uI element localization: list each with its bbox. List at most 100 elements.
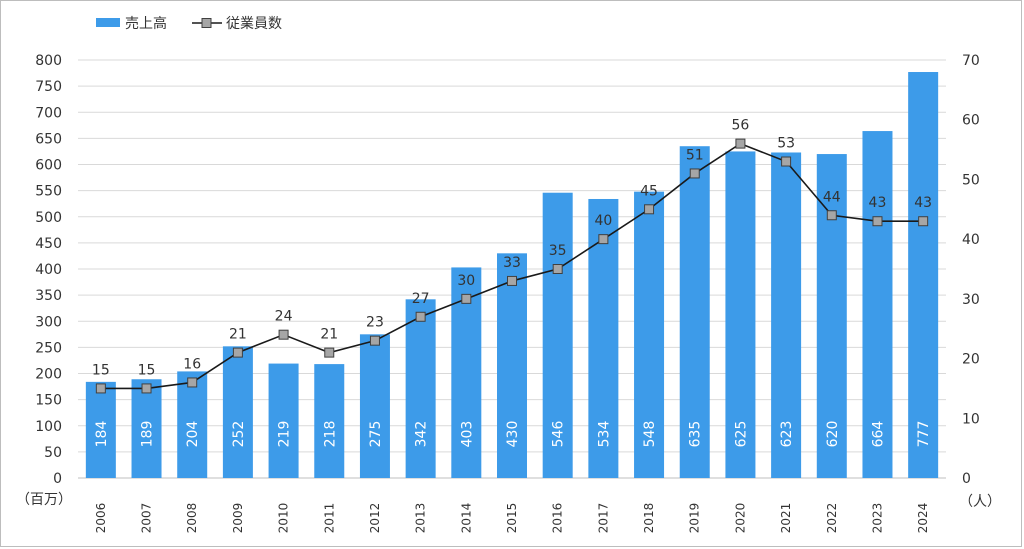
y-left-tick-label: 450 <box>35 236 62 252</box>
x-tick-label: 2019 <box>688 503 702 534</box>
y-left-tick-label: 800 <box>35 53 62 69</box>
y-right-tick-label: 30 <box>962 292 980 308</box>
employee-point <box>232 347 243 358</box>
y-right-tick-label: 20 <box>962 352 980 368</box>
bar <box>679 146 710 478</box>
y-right-tick-label: 50 <box>962 172 980 188</box>
bar-value-label: 635 <box>688 421 704 448</box>
employee-value-label: 33 <box>503 255 521 271</box>
y-left-tick-label: 50 <box>44 445 62 461</box>
employee-value-label: 45 <box>640 183 658 199</box>
y-left-tick-label: 500 <box>35 210 62 226</box>
y-left-tick-label: 250 <box>35 340 62 356</box>
employee-point <box>95 383 106 394</box>
employee-value-label: 21 <box>320 327 338 343</box>
y-left-tick-label: 300 <box>35 314 62 330</box>
employee-point <box>324 347 335 358</box>
employee-value-label: 15 <box>92 362 110 378</box>
legend-bar-swatch <box>96 18 120 27</box>
employee-point <box>461 293 472 304</box>
bar-value-label: 777 <box>916 421 932 448</box>
employee-value-label: 35 <box>549 243 567 259</box>
x-tick-label: 2015 <box>505 503 519 534</box>
legend: 売上高 従業員数 <box>96 15 282 32</box>
y-left-tick-label: 550 <box>35 184 62 200</box>
y-right-tick-label: 10 <box>962 411 980 427</box>
x-tick-label: 2008 <box>185 503 199 534</box>
bar-value-label: 184 <box>94 421 110 448</box>
employee-value-label: 16 <box>183 356 201 372</box>
employee-value-label: 43 <box>869 195 887 211</box>
x-tick-label: 2007 <box>140 503 154 534</box>
bar-value-label: 342 <box>414 421 430 448</box>
bar-value-label: 403 <box>459 421 475 448</box>
x-tick-label: 2018 <box>642 503 656 534</box>
y-left-tick-label: 200 <box>35 367 62 383</box>
left-axis: 0 50 100 150 200 250 300 350 400 450 500 550 600 650 7… <box>16 53 72 508</box>
y-left-unit-label: （百万） <box>16 492 72 508</box>
y-left-tick-label: 350 <box>35 288 62 304</box>
y-right-tick-label: 0 <box>962 471 971 487</box>
bar <box>85 381 116 478</box>
employee-point <box>781 156 792 167</box>
employee-point <box>369 335 380 346</box>
bar-value-label: 275 <box>368 421 384 448</box>
employee-point <box>278 329 289 340</box>
x-tick-label: 2016 <box>551 503 565 534</box>
bar-value-label: 546 <box>551 421 567 448</box>
y-right-tick-label: 60 <box>962 113 980 129</box>
y-right-tick-label: 70 <box>962 53 980 69</box>
x-tick-label: 2013 <box>414 503 428 534</box>
employee-point <box>415 311 426 322</box>
employee-value-label: 53 <box>777 136 795 152</box>
legend-label-employees: 従業員数 <box>226 16 282 32</box>
right-axis: 0 10 20 30 40 50 60 70 （人） <box>959 53 1001 510</box>
bar <box>268 363 299 478</box>
bar-value-label: 219 <box>277 421 293 448</box>
y-left-tick-label: 700 <box>35 105 62 121</box>
y-right-unit-label: （人） <box>959 494 1001 510</box>
legend-label-sales: 売上高 <box>125 15 167 32</box>
bar <box>634 191 665 479</box>
x-axis: 2006 2007 2008 2009 2010 2011 2012 2013 2014 2015… <box>94 503 930 534</box>
bar <box>359 334 390 478</box>
employee-value-label: 24 <box>275 309 293 325</box>
employee-line <box>95 138 929 394</box>
x-tick-label: 2024 <box>916 503 930 534</box>
bar <box>725 151 756 478</box>
bar <box>908 72 939 478</box>
employee-point <box>735 138 746 149</box>
y-left-tick-label: 100 <box>35 419 62 435</box>
employee-value-label: 56 <box>732 118 750 134</box>
bar-value-label: 252 <box>231 421 247 448</box>
bar <box>542 192 573 478</box>
x-tick-label: 2012 <box>368 503 382 534</box>
employee-value-label: 40 <box>594 213 612 229</box>
bar <box>497 253 527 478</box>
employee-value-label: 23 <box>366 315 384 331</box>
bar-value-label: 218 <box>322 421 338 448</box>
bar <box>405 299 436 478</box>
employee-value-label: 15 <box>138 362 156 378</box>
employee-value-label: 30 <box>457 273 475 289</box>
bar-value-label: 430 <box>505 421 521 448</box>
y-left-tick-label: 650 <box>35 131 62 147</box>
x-tick-label: 2017 <box>596 503 610 534</box>
y-left-tick-label: 750 <box>35 79 62 95</box>
employee-point <box>826 210 837 221</box>
bar-value-label: 534 <box>596 421 612 448</box>
employee-point <box>552 264 563 274</box>
employee-value-label: 43 <box>914 195 932 211</box>
bar <box>177 371 208 478</box>
x-tick-label: 2020 <box>733 503 747 534</box>
x-tick-label: 2022 <box>825 503 839 534</box>
y-left-tick-label: 400 <box>35 262 62 278</box>
employee-point <box>644 204 655 215</box>
bar <box>222 346 253 478</box>
employee-point <box>918 216 929 227</box>
bar-value-labels: 184 189 204 252 219 218 275 342 403 430 546 534 548 6… <box>94 421 932 448</box>
bar-value-label: 204 <box>185 421 201 448</box>
bar-value-label: 664 <box>870 421 886 448</box>
employee-point <box>187 377 198 388</box>
y-left-tick-label: 150 <box>35 393 62 409</box>
